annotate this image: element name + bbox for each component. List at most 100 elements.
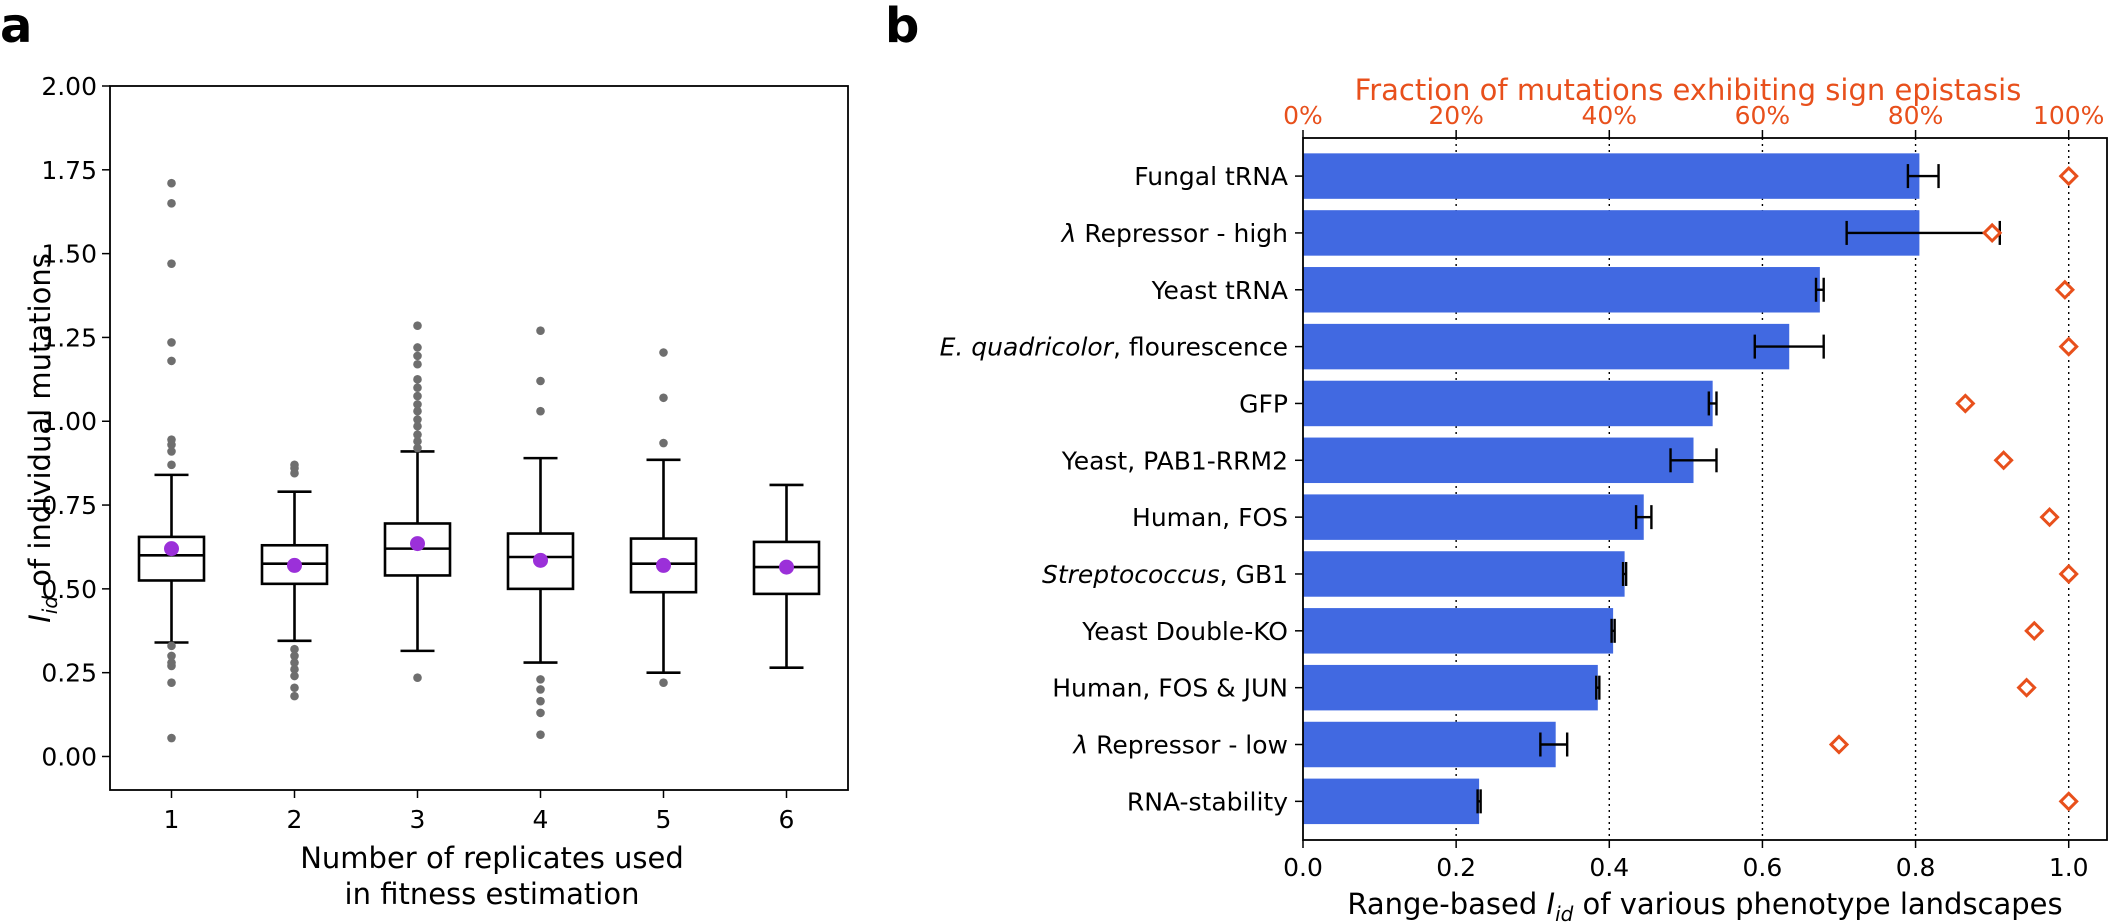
outlier-point [167,678,176,688]
outlier-point [536,685,545,694]
outlier-point [659,678,668,688]
panel-b-categories: Fungal tRNA λ Repressor - high Yeast tRNA E… [940,162,1303,816]
panel-a-ylabel-symbol: I [23,614,57,623]
panel-b-xlabel-sub: id [1555,902,1574,924]
panel-a-ylabel-rest: of individual mutations [23,253,57,596]
outlier-point [167,199,176,208]
x-tick-label: 0.4 [1589,853,1629,882]
outlier-point [167,661,176,671]
panel-a-xlabel-line1: Number of replicates used [300,841,684,875]
category-label: Yeast Double-KO [1081,617,1288,646]
category-label: Yeast, PAB1-RRM2 [1061,446,1288,475]
category-label: Human, FOS [1132,503,1288,532]
bar [1303,267,1820,313]
bar [1303,778,1480,825]
mean-point [656,557,671,573]
epistasis-marker [2024,620,2045,641]
category-label: Streptococcus, GB1 [1042,560,1288,589]
outlier-point [167,733,176,743]
x-tick-label: 1.0 [2049,853,2089,882]
x-tick-label: 3 [410,805,426,834]
epistasis-marker [1982,222,2003,244]
outlier-point [536,730,545,739]
outlier-point [290,658,299,667]
bar [1303,210,1920,256]
category-label: RNA-stability [1127,787,1288,816]
outlier-point [413,673,422,682]
outlier-point [290,691,299,701]
x-tick-label: 0.2 [1436,853,1476,882]
outlier-point [659,348,668,357]
top-tick-label: 20% [1428,101,1484,130]
box-group-4 [506,326,575,739]
epistasis-marker [2054,279,2076,300]
panel-b-top-xlabel: Fraction of mutations exhibiting sign ep… [1355,73,2022,107]
panel-a-xlabel-line2: in fitness estimation [345,877,640,911]
epistasis-marker [2016,677,2037,698]
epistasis-marker [2058,336,2079,357]
panel-b-x-ticks: 0.0 0.2 0.4 0.6 0.8 1.0 [1283,840,2089,882]
panel-label-a: a [0,0,32,54]
bar [1303,608,1614,654]
outlier-point [413,383,422,393]
y-tick-label: 0.50 [41,575,97,604]
panel-a-y-ticks: 0.00 0.25 0.50 0.75 1.00 1.25 1.50 1.75 2.00 [41,72,110,771]
outlier-point [413,321,422,330]
outlier-point [167,651,176,661]
box-group-6 [752,483,821,669]
bar [1303,721,1556,768]
panel-b-xlabel-prefix: Range-based [1347,887,1546,921]
bar [1303,551,1625,597]
outlier-point [413,400,422,409]
outlier-point [167,338,176,347]
box-group-3 [383,321,452,682]
outlier-point [413,375,422,384]
panel-b-barchart: 0.0 0.2 0.4 0.6 0.8 1.0 0% 20% 40% 60% 80% 100% Fu… [940,73,2108,924]
mean-point [533,552,548,568]
x-tick-label: 0.8 [1896,853,1936,882]
panel-label-b: b [885,0,919,54]
epistasis-marker [2058,791,2079,812]
outlier-point [167,259,176,268]
mean-point [779,559,794,575]
x-tick-label: 4 [533,805,549,834]
panel-a-frame [109,85,849,791]
epistasis-marker [2058,563,2079,585]
epistasis-marker [2058,165,2079,187]
outlier-point [290,683,299,693]
mean-point [410,536,425,552]
outlier-point [413,443,422,453]
y-tick-label: 1.50 [41,240,97,269]
category-label: GFP [1239,389,1288,418]
outlier-point [413,430,422,439]
outlier-point [167,356,176,366]
y-tick-label: 1.25 [41,323,97,352]
y-tick-label: 1.75 [41,156,97,185]
y-tick-label: 2.00 [41,72,97,101]
top-tick-label: 0% [1283,101,1323,130]
panel-b-xlabel-symbol: I [1547,887,1556,921]
mean-point [164,541,179,557]
outlier-point [536,675,545,684]
outlier-point [290,665,299,674]
mean-point [287,557,302,573]
outlier-point [167,440,176,450]
epistasis-marker [1993,450,2014,471]
outlier-point [413,406,422,416]
outlier-point [413,421,422,431]
category-label: E. quadricolor, flourescence [940,333,1288,362]
epistasis-marker [2039,507,2060,528]
top-tick-label: 40% [1581,101,1637,130]
outlier-point [413,437,422,446]
bar [1303,494,1644,540]
outlier-point [167,641,176,651]
category-label: Yeast tRNA [1151,276,1288,305]
epistasis-marker [1955,393,1976,414]
bar [1303,437,1694,484]
bar [1303,153,1920,199]
category-label: λ Repressor - high [1060,219,1288,248]
top-tick-label: 100% [2033,101,2104,130]
outlier-point [290,644,299,654]
outlier-point [536,406,545,416]
